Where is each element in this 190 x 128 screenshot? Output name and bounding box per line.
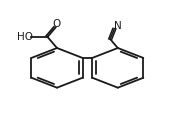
Text: HO: HO (17, 32, 33, 42)
Text: N: N (114, 21, 122, 31)
Text: O: O (52, 19, 61, 29)
